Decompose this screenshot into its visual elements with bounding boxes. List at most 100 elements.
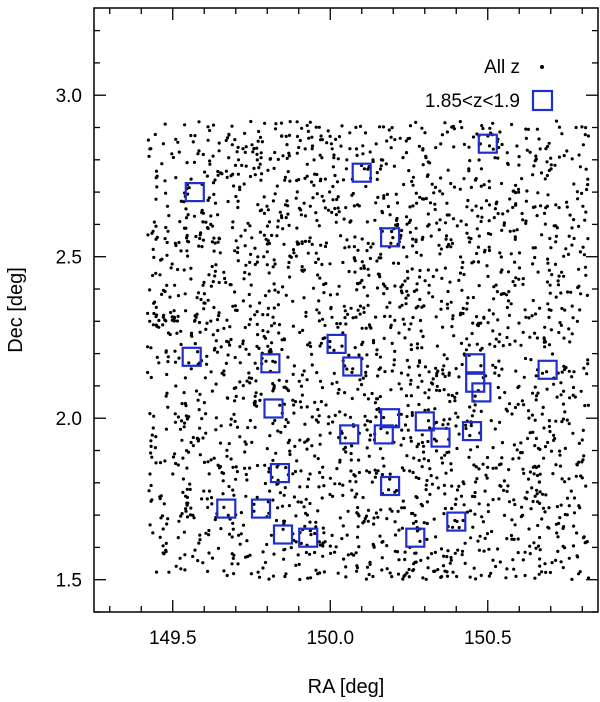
all-z-point xyxy=(374,315,378,319)
all-z-point xyxy=(512,567,516,571)
all-z-point xyxy=(523,550,527,554)
all-z-point xyxy=(411,175,415,179)
all-z-point xyxy=(288,449,292,453)
all-z-point xyxy=(541,492,545,496)
y-tick-label: 3.0 xyxy=(56,86,82,107)
all-z-point xyxy=(491,558,495,562)
all-z-point xyxy=(343,413,347,417)
all-z-point xyxy=(512,443,517,447)
all-z-point xyxy=(177,150,181,154)
all-z-point xyxy=(436,369,440,373)
all-z-point xyxy=(206,138,210,142)
all-z-point xyxy=(367,470,372,474)
all-z-point xyxy=(152,255,156,259)
all-z-point xyxy=(531,173,535,177)
all-z-point xyxy=(231,220,235,224)
all-z-point xyxy=(482,183,486,187)
all-z-point xyxy=(445,357,449,361)
selected-z-point xyxy=(380,475,401,497)
all-z-point xyxy=(185,515,190,519)
all-z-point xyxy=(375,352,379,356)
all-z-point xyxy=(519,515,524,519)
all-z-point xyxy=(498,130,502,134)
all-z-point xyxy=(244,145,248,149)
all-z-point xyxy=(265,204,269,208)
all-z-point xyxy=(389,135,393,139)
all-z-point xyxy=(542,456,546,460)
all-z-point xyxy=(193,548,197,552)
all-z-point xyxy=(494,283,498,287)
all-z-point xyxy=(204,531,208,535)
all-z-point xyxy=(378,447,383,451)
all-z-point xyxy=(321,337,325,341)
all-z-point xyxy=(191,554,195,559)
all-z-point xyxy=(446,549,450,553)
all-z-point xyxy=(230,143,234,147)
all-z-point xyxy=(445,201,449,205)
all-z-point xyxy=(149,444,153,448)
all-z-point xyxy=(234,394,238,398)
all-z-point xyxy=(171,472,175,476)
all-z-point xyxy=(445,130,449,134)
all-z-point xyxy=(371,341,376,345)
all-z-point xyxy=(351,191,355,196)
all-z-point xyxy=(356,387,360,391)
all-z-point xyxy=(506,326,510,330)
x-axis-label: RA [deg] xyxy=(308,676,385,698)
all-z-point xyxy=(507,290,511,294)
all-z-point xyxy=(310,242,314,246)
all-z-point xyxy=(154,435,158,439)
all-z-point xyxy=(471,525,475,529)
all-z-point xyxy=(385,192,389,196)
all-z-point xyxy=(411,244,415,248)
all-z-point xyxy=(150,433,154,437)
all-z-point xyxy=(206,125,210,129)
all-z-point xyxy=(210,556,215,560)
selected-z-point xyxy=(181,346,202,367)
all-z-point xyxy=(212,192,216,196)
all-z-point xyxy=(158,273,162,277)
all-z-point xyxy=(251,150,255,154)
all-z-point xyxy=(417,402,421,407)
all-z-point xyxy=(468,509,473,513)
all-z-point xyxy=(177,240,181,245)
all-z-point xyxy=(441,423,445,427)
all-z-point xyxy=(260,172,264,176)
all-z-point xyxy=(212,236,216,240)
all-z-point xyxy=(173,420,178,424)
all-z-point xyxy=(527,416,531,420)
all-z-point xyxy=(160,514,165,518)
all-z-point xyxy=(535,492,539,496)
all-z-point xyxy=(443,453,447,457)
all-z-point xyxy=(255,495,259,499)
all-z-point xyxy=(396,261,401,265)
all-z-point xyxy=(342,304,346,308)
all-z-point xyxy=(493,207,497,211)
all-z-point xyxy=(227,156,231,160)
all-z-point xyxy=(262,195,266,199)
all-z-point xyxy=(409,378,413,382)
all-z-point xyxy=(544,147,548,151)
all-z-point xyxy=(546,302,550,306)
all-z-point xyxy=(338,458,342,462)
all-z-point xyxy=(308,472,312,476)
all-z-point xyxy=(227,442,231,446)
all-z-point xyxy=(474,577,478,581)
all-z-point xyxy=(349,469,353,473)
all-z-point xyxy=(295,226,299,230)
all-z-point xyxy=(408,124,413,128)
all-z-point xyxy=(430,482,434,486)
all-z-point xyxy=(432,437,437,441)
all-z-point xyxy=(409,347,413,352)
all-z-point xyxy=(267,271,271,275)
all-z-point xyxy=(546,440,550,445)
all-z-point xyxy=(316,420,320,424)
all-z-point xyxy=(352,245,356,249)
all-z-point xyxy=(574,125,578,130)
all-z-point xyxy=(425,478,429,483)
all-z-point xyxy=(520,451,524,455)
all-z-point xyxy=(356,525,360,529)
all-z-point xyxy=(241,384,245,388)
all-z-point xyxy=(537,572,541,576)
all-z-point xyxy=(303,524,307,528)
